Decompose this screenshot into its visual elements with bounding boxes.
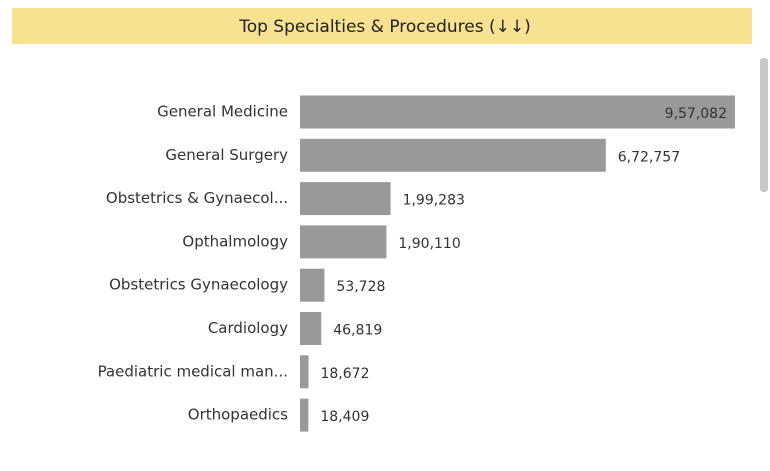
title-bar (12, 8, 752, 44)
bar (300, 95, 735, 129)
value-label: 6,72,757 (618, 149, 680, 165)
bar (300, 268, 325, 302)
value-label: 9,57,082 (665, 106, 727, 122)
scrollbar[interactable] (760, 58, 768, 192)
value-label: 46,819 (333, 323, 382, 339)
bar (300, 398, 309, 432)
value-label: 18,672 (320, 366, 369, 382)
value-label: 18,409 (320, 409, 369, 425)
bar (300, 312, 322, 345)
category-label: General Surgery (165, 146, 288, 164)
category-label: Opthalmology (182, 232, 288, 250)
category-label: Orthopaedics (188, 406, 288, 424)
category-label: Obstetrics & Gynaecol... (106, 189, 288, 207)
category-label: General Medicine (157, 103, 288, 121)
value-label: 53,728 (336, 279, 385, 295)
bar (300, 225, 387, 259)
category-label: Cardiology (208, 319, 288, 337)
category-label: Obstetrics Gynaecology (109, 276, 288, 294)
bar (300, 355, 309, 389)
bar (300, 182, 391, 216)
category-label: Paediatric medical man... (98, 362, 288, 380)
chart-title: Top Specialties & Procedures (↓↓) (238, 17, 531, 37)
value-label: 1,99,283 (403, 193, 465, 209)
bar (300, 138, 606, 172)
value-label: 1,90,110 (398, 236, 460, 252)
